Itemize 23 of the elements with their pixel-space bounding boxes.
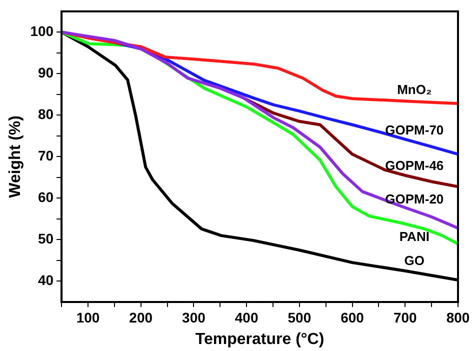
series-label: GOPM-20 xyxy=(385,191,444,206)
y-tick-label: 50 xyxy=(38,230,54,247)
y-tick-label: 60 xyxy=(38,189,54,206)
series-label: GOPM-46 xyxy=(385,158,444,174)
x-tick-label: 100 xyxy=(76,309,100,326)
y-tick-label: 70 xyxy=(38,148,54,164)
x-tick-label: 600 xyxy=(340,309,364,326)
series-label: GOPM-70 xyxy=(385,122,444,138)
y-tick-label: 100 xyxy=(30,23,54,40)
series-label: GO xyxy=(404,253,425,268)
series-label: MnO₂ xyxy=(397,82,432,98)
x-tick-label: 200 xyxy=(129,309,153,326)
x-tick-label: 500 xyxy=(288,309,312,326)
x-tick-label: 800 xyxy=(446,309,470,326)
x-tick-label: 300 xyxy=(182,309,206,326)
y-tick-label: 40 xyxy=(38,272,54,288)
x-tick-label: 700 xyxy=(393,309,418,326)
x-axis-title: Temperature (°C) xyxy=(195,330,324,348)
x-tick-label: 400 xyxy=(234,309,258,326)
series-label: PANI xyxy=(399,228,430,244)
y-axis-title: Weight (%) xyxy=(7,116,24,198)
y-tick-label: 80 xyxy=(38,106,54,122)
y-tick-label: 90 xyxy=(38,64,54,81)
